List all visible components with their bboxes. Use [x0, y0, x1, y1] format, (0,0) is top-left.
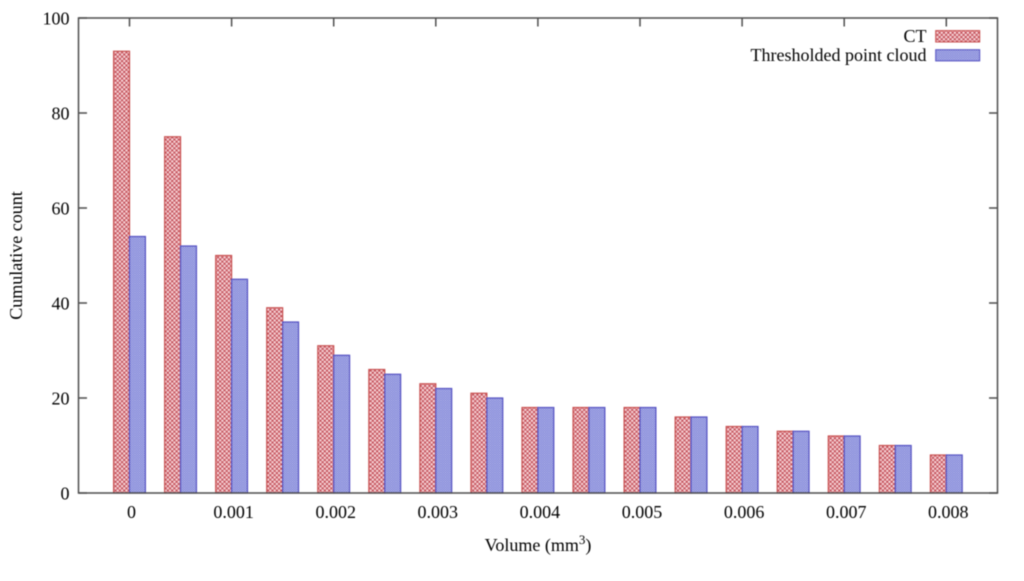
svg-text:Cumulative count: Cumulative count	[6, 191, 26, 319]
svg-text:0.007: 0.007	[826, 502, 867, 522]
svg-text:0.001: 0.001	[213, 502, 254, 522]
svg-text:60: 60	[52, 199, 70, 219]
svg-text:0: 0	[127, 502, 136, 522]
svg-text:Thresholded point cloud: Thresholded point cloud	[751, 45, 927, 65]
svg-text:0.008: 0.008	[928, 502, 969, 522]
svg-text:CT: CT	[903, 26, 926, 46]
svg-text:Volume (mm3): Volume (mm3)	[485, 532, 592, 556]
svg-text:0.004: 0.004	[520, 502, 561, 522]
svg-text:100: 100	[43, 9, 70, 29]
svg-text:0.006: 0.006	[724, 502, 765, 522]
svg-text:0.002: 0.002	[315, 502, 356, 522]
svg-text:0.005: 0.005	[622, 502, 663, 522]
svg-text:40: 40	[52, 294, 70, 314]
svg-text:80: 80	[52, 104, 70, 124]
svg-text:0: 0	[61, 484, 70, 504]
svg-text:0.003: 0.003	[418, 502, 459, 522]
svg-text:20: 20	[52, 389, 70, 409]
